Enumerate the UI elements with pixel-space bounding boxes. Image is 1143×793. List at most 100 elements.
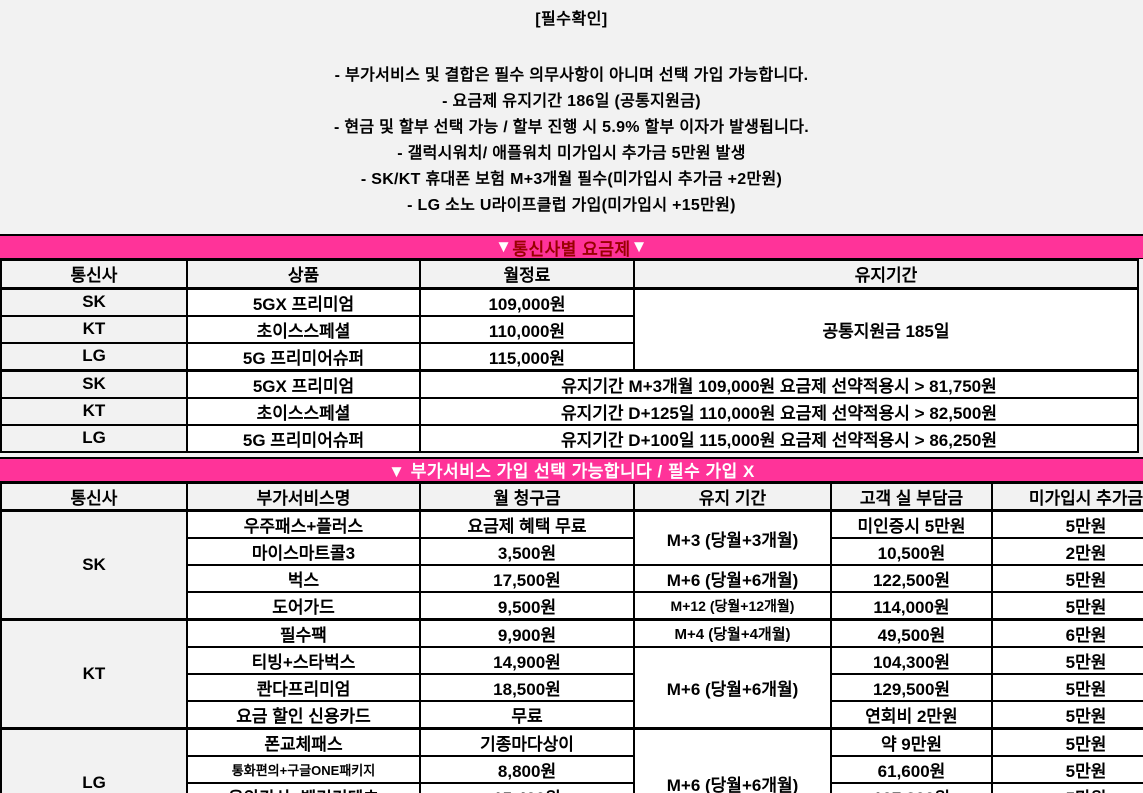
table-row: 요금 할인 신용카드 무료 연회비 2만원 5만원 [1, 700, 1143, 730]
cell-carrier: LG [0, 341, 188, 371]
cell-period: M+4 (당월+4개월) [633, 618, 832, 648]
table-row: KT 필수팩 9,900원 M+4 (당월+4개월) 49,500원 6만원 [0, 618, 1143, 730]
cell-addon-name: 도어가드 [186, 591, 421, 621]
cell-discount-detail: 유지기간 D+125일 110,000원 요금제 선약적용시 > 82,500원 [419, 396, 1139, 426]
col-header-customer-cost: 고객 실 부담금 [830, 481, 993, 512]
down-arrow-icon: ▼ [495, 237, 513, 256]
cell-fee: 18,500원 [419, 673, 635, 702]
cell-addon-name: 필수팩 [186, 618, 421, 648]
plan-table-banner-label: 통신사별 요금제 [512, 239, 631, 259]
cell-carrier: SK [0, 287, 188, 317]
notice-line: - 부가서비스 및 결합은 필수 의무사항이 아니며 선택 가입 가능합니다. [334, 67, 809, 84]
cell-cost: 미인증시 5만원 [830, 509, 993, 539]
table-row: KT 초이스스페셜 유지기간 D+125일 110,000원 요금제 선약적용시… [0, 396, 1139, 426]
cell-discount-detail: 유지기간 D+100일 115,000원 요금제 선약적용시 > 86,250원 [419, 423, 1139, 453]
cell-cost: 114,000원 [830, 591, 993, 621]
cell-penalty: 5만원 [991, 646, 1143, 675]
cell-addon-name: 폰교체패스 [186, 727, 421, 757]
table-row: 콴다프리미엄 18,500원 129,500원 5만원 [1, 673, 1143, 702]
cell-fee: 9,500원 [419, 591, 635, 621]
cell-penalty: 6만원 [991, 618, 1143, 648]
cell-cost: 107,800원 [830, 782, 993, 793]
down-arrow-icon: ▼ [630, 237, 648, 256]
notice-line: - 현금 및 할부 선택 가능 / 할부 진행 시 5.9% 할부 이자가 발생… [334, 119, 809, 136]
table-header-row: 통신사 상품 월정료 유지기간 [0, 259, 1139, 290]
col-header-product: 상품 [186, 259, 421, 290]
addon-table-banner-label: ▼ 부가서비스 가입 선택 가능합니다 / 필수 가입 X [388, 462, 755, 481]
cell-fee: 9,900원 [419, 618, 635, 648]
plan-table-banner: ▼ 통신사별 요금제 ▼ [0, 234, 1143, 259]
table-row: LG 폰교체패스 기종마다상이 M+6 (당월+6개월) 약 9만원 5만원 [0, 727, 1143, 793]
notice-line: - SK/KT 휴대폰 보험 M+3개월 필수(미가입시 추가금 +2만원) [360, 171, 783, 188]
cell-fee: 3,500원 [419, 537, 635, 566]
notice-block: [필수확인] - 부가서비스 및 결합은 필수 의무사항이 아니며 선택 가입 … [0, 0, 1143, 219]
cell-penalty: 5만원 [991, 509, 1143, 539]
cell-cost: 49,500원 [830, 618, 993, 648]
cell-fee: 17,500원 [419, 564, 635, 593]
table-header-row: 통신사 부가서비스명 월 청구금 유지 기간 고객 실 부담금 미가입시 추가금 [0, 481, 1143, 512]
table-row: 음악감상+벨링컨텐츠 15,400원 107,800원 5만원 [1, 782, 1143, 793]
cell-fee: 요금제 혜택 무료 [419, 509, 635, 539]
cell-discount-detail: 유지기간 M+3개월 109,000원 요금제 선약적용시 > 81,750원 [419, 368, 1139, 399]
cell-fee: 8,800원 [419, 755, 635, 784]
cell-period: M+12 (당월+12개월) [633, 591, 832, 621]
cell-fee: 기종마다상이 [419, 727, 635, 757]
cell-product: 5G 프리미어슈퍼 [186, 423, 421, 453]
col-header-maintain-period: 유지 기간 [633, 481, 832, 512]
notice-title: [필수확인] [535, 11, 608, 28]
cell-carrier: LG [0, 727, 188, 793]
cell-carrier: KT [0, 396, 188, 426]
cell-addon-name: 티빙+스타벅스 [186, 646, 421, 675]
cell-product: 초이스스페셜 [186, 314, 421, 344]
cell-product: 5GX 프리미엄 [186, 287, 421, 317]
cell-fee: 15,400원 [419, 782, 635, 793]
cell-cost: 10,500원 [830, 537, 993, 566]
cell-support-note: 공통지원금 185일 [633, 287, 1139, 371]
table-row: 도어가드 9,500원 M+12 (당월+12개월) 114,000원 5만원 [1, 591, 1143, 621]
cell-penalty: 5만원 [991, 727, 1143, 757]
cell-carrier: KT [0, 618, 188, 730]
table-row: LG 5G 프리미어슈퍼 유지기간 D+100일 115,000원 요금제 선약… [0, 423, 1139, 453]
cell-period: M+6 (당월+6개월) [633, 646, 832, 730]
addon-service-table: 통신사 부가서비스명 월 청구금 유지 기간 고객 실 부담금 미가입시 추가금… [0, 481, 1143, 793]
table-row: SK 5GX 프리미엄 109,000원 공통지원금 185일 [0, 287, 1139, 371]
table-row: 통화편의+구글ONE패키지 8,800원 61,600원 5만원 [1, 755, 1143, 784]
col-header-monthly-fee: 월정료 [419, 259, 635, 290]
col-header-carrier: 통신사 [0, 259, 188, 290]
cell-period: M+6 (당월+6개월) [633, 727, 832, 793]
cell-carrier: SK [0, 368, 188, 399]
table-row: LG 5G 프리미어슈퍼 115,000원 [0, 341, 1138, 371]
cell-product: 5G 프리미어슈퍼 [186, 341, 421, 371]
carrier-plan-table: 통신사 상품 월정료 유지기간 SK 5GX 프리미엄 109,000원 공통지… [0, 259, 1139, 453]
cell-cost: 122,500원 [830, 564, 993, 593]
addon-table-banner: ▼ 부가서비스 가입 선택 가능합니다 / 필수 가입 X [0, 456, 1143, 482]
table-row: 티빙+스타벅스 14,900원 M+6 (당월+6개월) 104,300원 5만… [1, 646, 1143, 730]
cell-penalty: 5만원 [991, 700, 1143, 730]
cell-cost: 129,500원 [830, 673, 993, 702]
cell-addon-name: 마이스마트콜3 [186, 537, 421, 566]
cell-penalty: 5만원 [991, 591, 1143, 621]
cell-penalty: 5만원 [991, 673, 1143, 702]
cell-product: 초이스스페셜 [186, 396, 421, 426]
cell-product: 5GX 프리미엄 [186, 368, 421, 399]
cell-penalty: 5만원 [991, 782, 1143, 793]
notice-line: - 요금제 유지기간 186일 (공통지원금) [442, 93, 701, 110]
cell-price: 109,000원 [419, 287, 635, 317]
col-header-maintain-period: 유지기간 [633, 259, 1139, 290]
table-row: SK 5GX 프리미엄 유지기간 M+3개월 109,000원 요금제 선약적용… [0, 368, 1139, 399]
cell-penalty: 2만원 [991, 537, 1143, 566]
cell-carrier: KT [0, 314, 188, 344]
cell-carrier: LG [0, 423, 188, 453]
cell-penalty: 5만원 [991, 755, 1143, 784]
cell-period: M+3 (당월+3개월) [633, 509, 832, 566]
cell-cost: 약 9만원 [830, 727, 993, 757]
cell-addon-name: 콴다프리미엄 [186, 673, 421, 702]
cell-cost: 104,300원 [830, 646, 993, 675]
cell-carrier: SK [0, 509, 188, 621]
table-row: KT 초이스스페셜 110,000원 [0, 314, 1138, 344]
cell-addon-name: 벅스 [186, 564, 421, 593]
table-row: SK 우주패스+플러스 요금제 혜택 무료 M+3 (당월+3개월) 미인증시 … [0, 509, 1143, 621]
col-header-penalty: 미가입시 추가금 [991, 481, 1143, 512]
cell-period: M+6 (당월+6개월) [633, 564, 832, 593]
